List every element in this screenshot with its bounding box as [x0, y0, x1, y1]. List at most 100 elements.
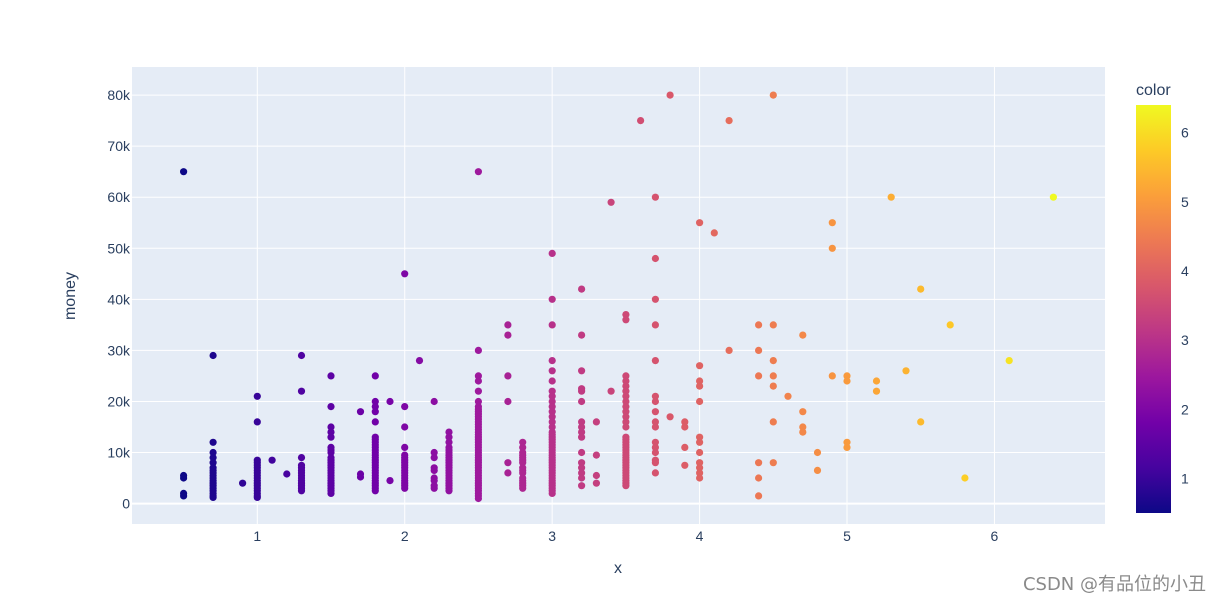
data-point [548, 392, 556, 400]
data-point [504, 459, 512, 467]
data-point [474, 387, 482, 395]
y-tick-label: 0 [122, 496, 130, 512]
data-point [917, 418, 925, 426]
data-point [651, 438, 660, 446]
data-point [371, 397, 379, 406]
data-point [961, 474, 969, 482]
data-point [622, 377, 630, 385]
data-point [504, 331, 512, 339]
data-point [415, 357, 424, 365]
data-point [474, 168, 482, 176]
data-point [769, 321, 777, 329]
data-point [651, 392, 660, 400]
data-point [327, 489, 335, 497]
data-point [548, 367, 556, 375]
data-point [268, 456, 276, 464]
data-point [297, 351, 306, 360]
data-point [327, 448, 335, 457]
data-point [651, 397, 660, 406]
colorbar-tick-label: 4 [1181, 263, 1189, 279]
x-tick-label: 3 [548, 528, 556, 544]
data-point [681, 461, 689, 469]
data-point [474, 346, 482, 354]
data-point [843, 443, 851, 451]
data-point [445, 428, 453, 436]
data-point [755, 321, 763, 329]
data-point [592, 418, 601, 426]
data-point [651, 295, 660, 303]
y-tick-label: 50k [107, 240, 131, 256]
data-point [651, 408, 660, 416]
data-point [209, 493, 217, 501]
data-point [239, 479, 247, 487]
data-point [578, 474, 586, 482]
data-point [681, 443, 689, 451]
y-tick-label: 30k [107, 342, 131, 358]
data-point [592, 471, 601, 480]
data-point [578, 448, 586, 457]
data-point [622, 392, 630, 400]
colorbar-tick-label: 1 [1181, 470, 1189, 486]
data-point [180, 168, 188, 176]
colorbar-tick-label: 2 [1181, 401, 1189, 417]
data-point [681, 418, 689, 426]
x-tick-label: 6 [991, 528, 999, 544]
data-point [430, 448, 438, 457]
data-point [548, 295, 556, 303]
data-point [504, 372, 512, 380]
data-point [548, 413, 556, 421]
data-point [784, 392, 792, 400]
data-point [755, 346, 763, 354]
data-point [209, 454, 217, 462]
colorbar-tick-label: 6 [1181, 125, 1189, 141]
colorbar-tick-label: 5 [1181, 194, 1189, 210]
data-point [828, 244, 836, 252]
y-axis-label: money [62, 272, 79, 320]
data-point [297, 454, 306, 462]
data-point [548, 403, 556, 411]
data-point [696, 464, 704, 472]
data-point [327, 433, 335, 441]
data-point [180, 492, 188, 500]
data-point [474, 397, 482, 406]
data-point [917, 285, 925, 293]
data-point [253, 418, 261, 426]
data-point [504, 397, 512, 406]
data-point [578, 433, 586, 441]
data-point [622, 418, 630, 426]
data-point [622, 413, 630, 421]
data-point [769, 459, 777, 467]
data-point [696, 219, 704, 227]
data-point [651, 443, 660, 451]
data-point [401, 484, 409, 492]
data-point [769, 418, 777, 426]
y-tick-label: 40k [107, 291, 131, 307]
data-point [769, 357, 777, 365]
data-point [622, 403, 630, 411]
data-point [755, 459, 763, 467]
data-point [651, 423, 660, 431]
colorbar-ticks: 1 2 3 4 5 6 [1181, 125, 1189, 487]
data-point [622, 311, 630, 319]
data-point [371, 408, 379, 416]
data-point [283, 470, 291, 478]
data-point [592, 479, 601, 487]
data-point [799, 331, 807, 339]
data-point [843, 372, 851, 380]
data-point [253, 493, 261, 501]
data-point [696, 474, 704, 482]
data-point [622, 423, 630, 431]
data-point [548, 418, 556, 426]
data-point [1005, 357, 1013, 365]
data-point [401, 423, 409, 431]
data-point [371, 418, 379, 426]
data-point [710, 229, 718, 237]
colorbar: color 1 2 3 4 5 6 [1136, 82, 1189, 513]
data-point [445, 487, 453, 495]
data-point [430, 454, 438, 462]
data-points [180, 91, 1057, 503]
data-point [666, 413, 674, 421]
data-point [696, 448, 704, 457]
data-point [651, 448, 660, 457]
